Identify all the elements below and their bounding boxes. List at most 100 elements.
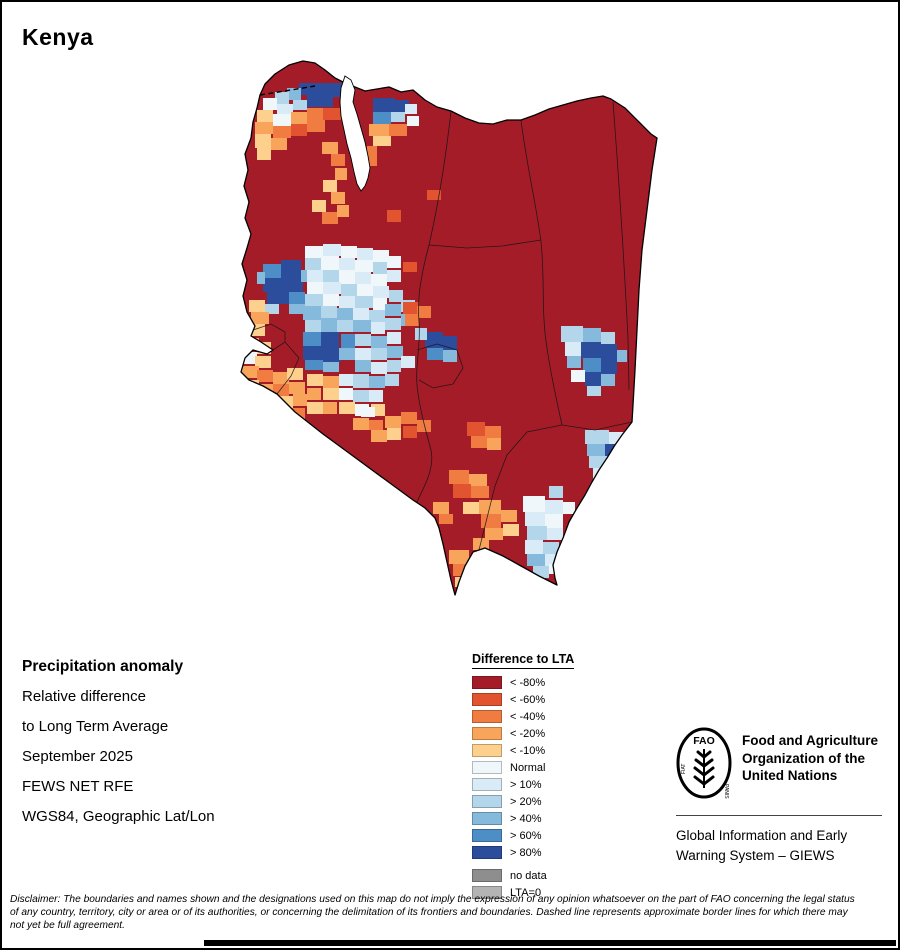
map-cell	[357, 248, 373, 260]
map-cell	[401, 356, 415, 368]
legend-extra-items: no data LTA=0	[472, 869, 622, 899]
map-cell	[609, 432, 627, 444]
map-cell	[287, 88, 301, 100]
map-cell	[321, 318, 337, 332]
map-cell	[369, 310, 385, 322]
map-cell	[263, 98, 277, 110]
map-legend: Difference to LTA < -80% < -60% < -40% < -2…	[472, 650, 622, 903]
map-cell	[307, 388, 321, 400]
map-cell	[322, 212, 338, 224]
map-cell	[339, 270, 355, 284]
map-cell	[257, 370, 273, 382]
map-cell	[453, 564, 469, 576]
legend-swatch	[472, 693, 502, 706]
legend-swatch	[472, 846, 502, 859]
map-cell	[385, 304, 401, 316]
map-cell	[281, 260, 301, 276]
map-cell	[387, 360, 401, 372]
fao-org-line: Food and Agriculture	[742, 733, 878, 748]
fao-motto-left: FIAT	[681, 764, 687, 774]
map-cell	[303, 346, 321, 360]
map-cell	[563, 502, 575, 514]
map-cell	[289, 382, 305, 394]
wheat-grains-icon	[693, 750, 715, 786]
map-cell	[367, 146, 377, 166]
map-cell	[369, 376, 385, 388]
legend-label: no data	[510, 869, 547, 882]
map-cell	[585, 372, 601, 386]
map-cell	[291, 124, 307, 136]
map-cell	[387, 210, 401, 222]
map-cell	[391, 112, 405, 122]
map-cell	[485, 426, 501, 438]
info-line: WGS84, Geographic Lat/Lon	[22, 808, 215, 825]
legend-item: < -60%	[472, 693, 622, 706]
map-cell	[241, 366, 259, 378]
legend-label: > 60%	[510, 829, 542, 842]
map-cell	[307, 95, 333, 107]
map-cell	[369, 124, 389, 136]
map-cell	[353, 320, 371, 332]
map-cell	[341, 246, 357, 258]
map-cell	[353, 308, 369, 320]
map-cell	[251, 312, 269, 324]
legend-label: < -40%	[510, 710, 546, 723]
map-cell	[355, 334, 371, 346]
map-cell	[339, 296, 355, 308]
map-cell	[355, 348, 371, 360]
map-cell	[355, 360, 371, 372]
map-cell	[405, 104, 417, 114]
map-cell	[453, 484, 471, 498]
map-cell	[305, 246, 323, 258]
legend-swatch	[472, 869, 502, 882]
map-cell	[323, 376, 339, 388]
legend-label: > 40%	[510, 812, 542, 825]
map-cell	[263, 264, 283, 278]
map-cell	[337, 205, 349, 217]
info-line: to Long Term Average	[22, 718, 169, 735]
map-cell	[249, 300, 265, 312]
legend-label: LTA=0	[510, 886, 542, 899]
map-cell	[339, 258, 355, 270]
map-cell	[321, 83, 343, 97]
map-cell	[275, 92, 289, 104]
map-cell	[353, 418, 369, 430]
info-heading: Precipitation anomaly	[22, 658, 184, 675]
legend-item: < -20%	[472, 727, 622, 740]
map-cell	[561, 326, 583, 342]
map-cell	[255, 406, 273, 418]
map-cell	[385, 318, 401, 330]
map-cell	[322, 142, 338, 154]
legend-item: < -80%	[472, 676, 622, 689]
legend-item: > 40%	[472, 812, 622, 825]
map-cell	[341, 284, 357, 296]
map-cell	[425, 332, 443, 348]
map-cell	[281, 276, 303, 292]
map-cell	[273, 114, 291, 126]
map-cell	[403, 426, 417, 438]
legend-items: < -80% < -60% < -40% < -20% < -10% Normal > 10…	[472, 676, 622, 859]
map-cell	[307, 120, 325, 132]
fao-org-line: United Nations	[742, 768, 838, 783]
fao-logo-text: FAO	[693, 735, 715, 747]
map-cell	[323, 402, 337, 414]
legend-swatch	[472, 778, 502, 791]
map-cell	[407, 116, 419, 126]
map-cell	[261, 304, 279, 314]
legend-swatch	[472, 761, 502, 774]
map-cell	[443, 350, 457, 362]
map-cell	[471, 436, 487, 448]
map-cell	[305, 320, 321, 332]
map-cell	[417, 420, 431, 432]
map-cell	[277, 104, 293, 114]
map-cell	[255, 122, 273, 134]
map-cell	[307, 282, 323, 294]
map-cell	[549, 486, 563, 498]
map-cells-layer	[241, 83, 639, 587]
map-cell	[323, 362, 339, 372]
legend-item: LTA=0	[472, 886, 622, 899]
legend-swatch	[472, 812, 502, 825]
map-cell	[371, 274, 387, 286]
map-cell	[565, 342, 581, 356]
legend-swatch	[472, 710, 502, 723]
